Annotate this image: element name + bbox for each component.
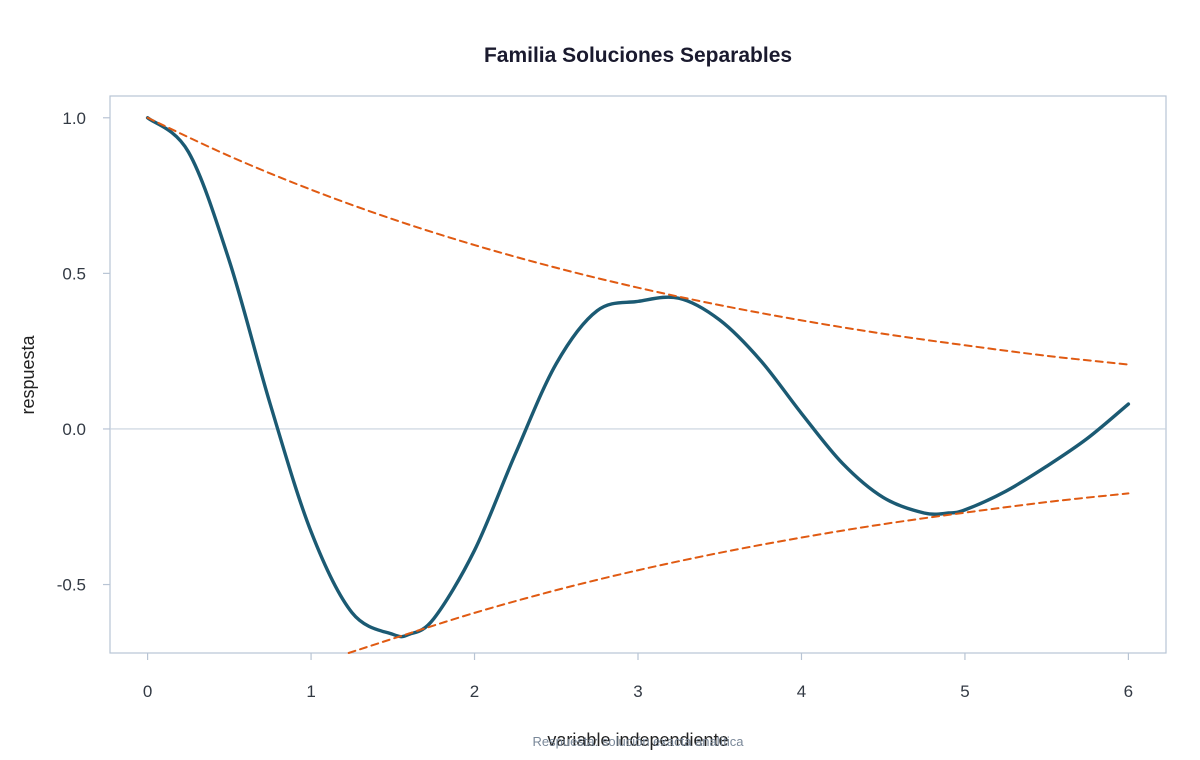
x-axis: 0 1 2 3 4 5 6 <box>143 653 1133 701</box>
envelope-series-line-2 <box>347 492 1130 654</box>
y-tick-label: -0.5 <box>57 576 86 595</box>
y-tick-label: 0.0 <box>62 420 86 439</box>
chart-caption: Respuesta: solución exacta analítica <box>532 734 744 749</box>
x-tick-label: 0 <box>143 682 152 701</box>
chart-title: Familia Soluciones Separables <box>484 44 792 67</box>
x-tick-label: 6 <box>1124 682 1133 701</box>
x-axis-label: variable independiente <box>547 730 728 750</box>
x-tick-label: 2 <box>470 682 479 701</box>
x-tick-label: 1 <box>306 682 315 701</box>
y-tick-label: 0.5 <box>62 264 86 283</box>
y-tick-label: 1.0 <box>62 109 86 128</box>
y-axis-label: respuesta <box>18 334 38 414</box>
x-tick-label: 4 <box>797 682 806 701</box>
x-tick-label: 5 <box>960 682 969 701</box>
y-axis: -0.5 0.0 0.5 1.0 <box>57 109 110 595</box>
series-layer <box>145 116 1131 654</box>
solution-series-line <box>145 116 1131 639</box>
envelope-series-line-1 <box>146 116 1130 366</box>
x-tick-label: 3 <box>633 682 642 701</box>
